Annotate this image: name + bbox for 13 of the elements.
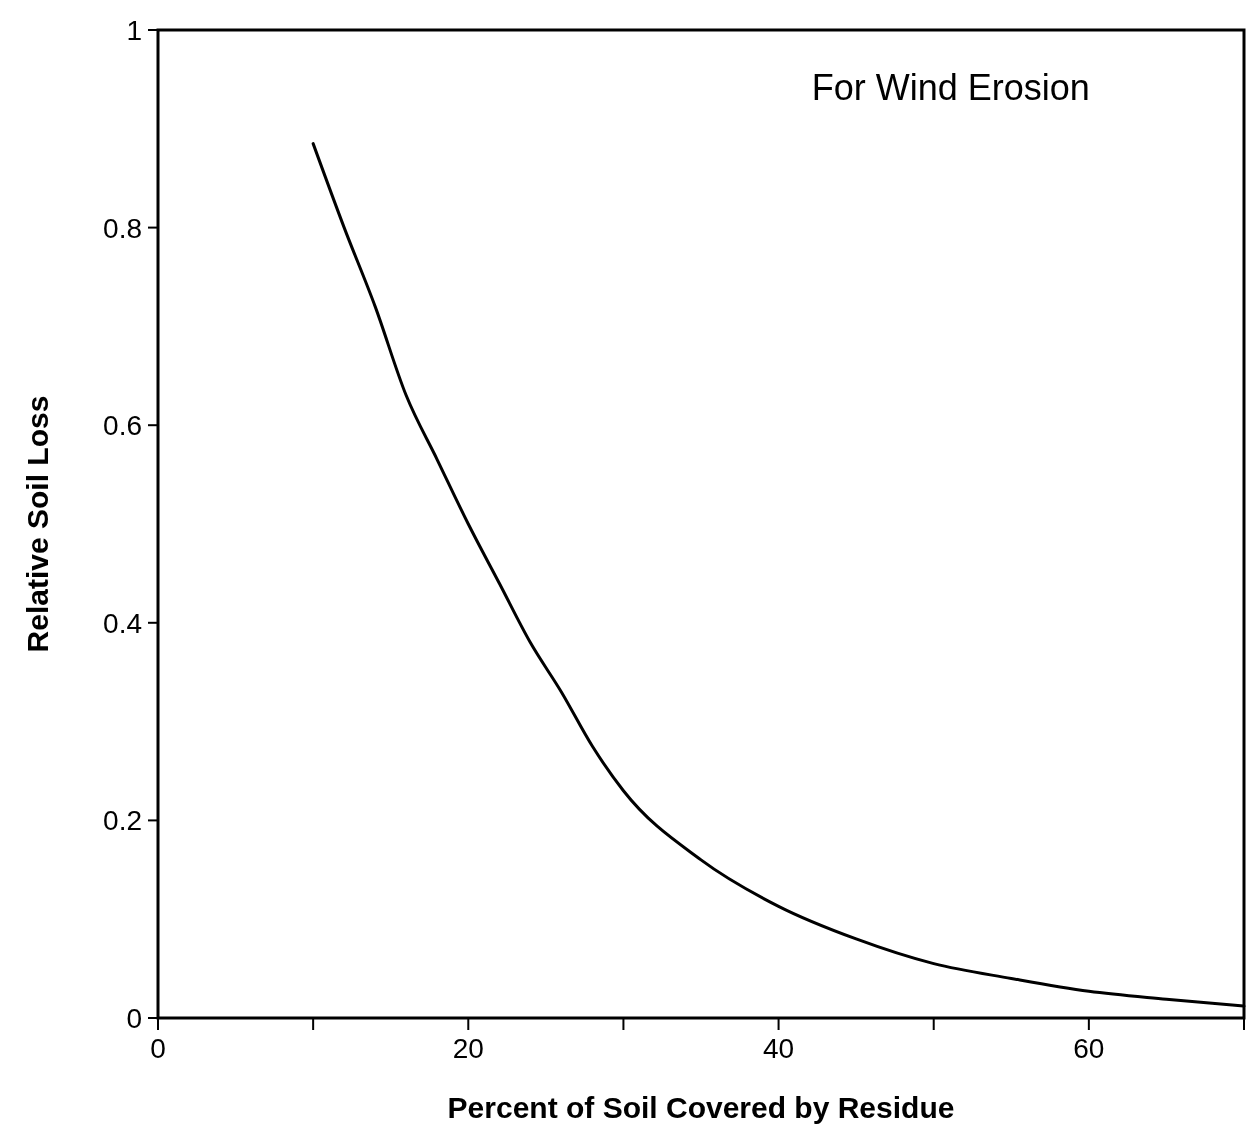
x-axis-title: Percent of Soil Covered by Residue	[447, 1091, 955, 1124]
x-tick-label: 40	[762, 1033, 795, 1064]
y-tick-label: 0	[126, 1003, 142, 1034]
y-tick-label: 0.4	[103, 607, 142, 639]
y-tick-label: 0.6	[103, 410, 142, 442]
x-tick-label: 20	[452, 1033, 484, 1064]
x-tick-label: 0	[150, 1033, 166, 1064]
x-tick-label: 60	[1073, 1033, 1105, 1064]
y-tick-label: 0.8	[103, 212, 142, 244]
annotation: For Wind Erosion	[811, 67, 1090, 108]
y-tick-label: 1	[126, 15, 142, 46]
y-axis-title: Relative Soil Loss	[21, 395, 54, 653]
y-tick-label: 0.2	[103, 805, 142, 837]
